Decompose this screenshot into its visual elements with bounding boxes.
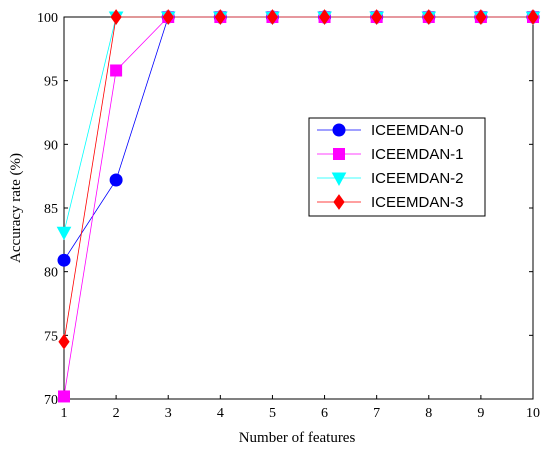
data-point xyxy=(214,9,226,25)
x-tick-label: 9 xyxy=(477,406,484,421)
legend-label: ICEEMDAN-3 xyxy=(371,194,464,211)
data-point xyxy=(527,9,539,25)
y-axis: 70 75 80 85 90 95 100 xyxy=(37,11,533,408)
series-layer xyxy=(56,9,541,403)
legend-item: ICEEMDAN-1 xyxy=(317,146,464,163)
legend-marker xyxy=(333,194,345,210)
legend-marker xyxy=(332,123,346,137)
series-line xyxy=(63,16,533,342)
y-tick-label: 80 xyxy=(44,266,58,281)
legend-item: ICEEMDAN-2 xyxy=(317,170,464,187)
data-point xyxy=(56,226,72,241)
legend-marker xyxy=(331,172,347,187)
markers-iceemdan-3 xyxy=(58,9,539,350)
data-point xyxy=(371,9,383,25)
x-tick-label: 10 xyxy=(526,406,540,421)
x-tick-label: 1 xyxy=(61,406,68,421)
x-tick-label: 7 xyxy=(373,406,380,421)
y-tick-label: 85 xyxy=(44,202,58,217)
legend-label: ICEEMDAN-1 xyxy=(371,146,464,163)
x-axis-title: Number of features xyxy=(239,430,356,446)
series-iceemdan-3 xyxy=(63,16,533,342)
data-point xyxy=(162,9,174,25)
legend-marker xyxy=(333,148,345,160)
legend-label: ICEEMDAN-0 xyxy=(371,122,464,139)
y-axis-title: Accuracy rate (%) xyxy=(8,153,24,263)
data-point xyxy=(58,333,70,350)
x-tick-label: 3 xyxy=(165,406,172,421)
data-point xyxy=(423,9,435,25)
x-tick-label: 4 xyxy=(217,406,224,421)
data-point xyxy=(109,173,123,187)
data-point xyxy=(318,9,331,25)
y-tick-label: 95 xyxy=(44,75,58,90)
data-point xyxy=(57,253,71,267)
y-tick-label: 90 xyxy=(44,138,58,153)
y-tick-label: 70 xyxy=(44,393,58,408)
x-tick-label: 6 xyxy=(321,406,328,421)
legend-item: ICEEMDAN-3 xyxy=(317,194,464,211)
x-tick-label: 5 xyxy=(269,406,276,421)
legend: ICEEMDAN-0 ICEEMDAN-1 ICEEMDAN-2 ICEEMDAN-3 xyxy=(308,117,486,217)
y-tick-label: 75 xyxy=(44,329,58,344)
data-point xyxy=(110,9,122,25)
data-point xyxy=(475,9,487,25)
data-point xyxy=(110,64,123,77)
y-tick-label: 100 xyxy=(37,11,58,26)
x-tick-label: 8 xyxy=(425,406,432,421)
data-point xyxy=(58,390,70,403)
x-tick-label: 2 xyxy=(113,406,120,421)
legend-item: ICEEMDAN-0 xyxy=(317,122,464,139)
data-point xyxy=(266,9,279,25)
legend-label: ICEEMDAN-2 xyxy=(371,170,464,187)
